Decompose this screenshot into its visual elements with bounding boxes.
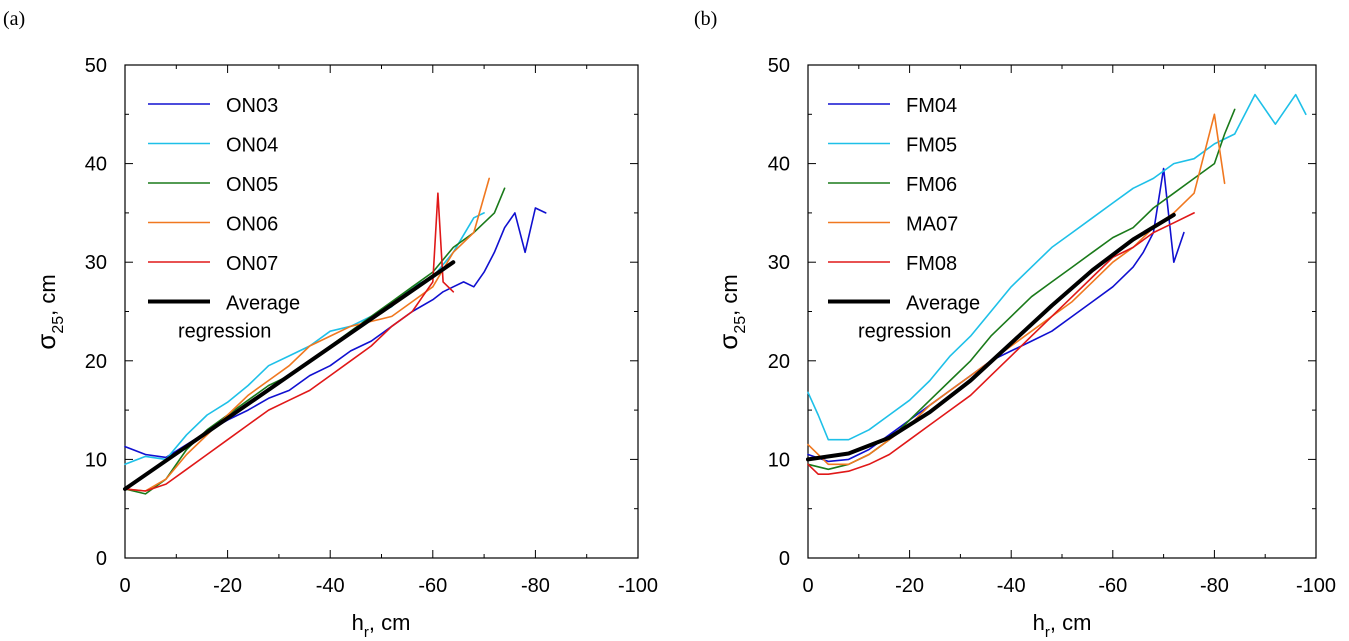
x-tick-label: -60 xyxy=(1098,575,1127,597)
y-tick-label: 30 xyxy=(85,252,107,274)
legend-label-ma07: MA07 xyxy=(906,214,958,236)
panel-a-ticks: 0 -20 -40 -60 -80 -100 0 10 20 30 40 50 xyxy=(85,55,658,597)
legend-label-on06: ON06 xyxy=(226,214,278,236)
x-tick-label: 0 xyxy=(802,575,813,597)
legend-label-average-regression-line2: regression xyxy=(178,321,271,343)
x-tick-label: 0 xyxy=(119,575,130,597)
panel-a-label: (a) xyxy=(3,8,25,30)
series-line-fm08 xyxy=(807,212,1195,476)
x-tick-label: -40 xyxy=(316,575,345,597)
y-tick-label: 40 xyxy=(85,154,107,176)
panel-b-legend: FM04 FM05 FM06 MA07 FM08 Average regression xyxy=(828,95,980,343)
legend-label-fm08: FM08 xyxy=(906,253,957,275)
legend-label-average-regression: Average xyxy=(906,293,980,315)
series-line-fm05 xyxy=(807,93,1307,441)
legend-label-average-regression-line2: regression xyxy=(858,321,951,343)
legend-label-on03: ON03 xyxy=(226,95,278,117)
y-tick-label: 50 xyxy=(768,55,790,77)
panel-a-y-axis-label: σ25, cm xyxy=(31,274,67,349)
legend-label-fm06: FM06 xyxy=(906,174,957,196)
legend-label-fm05: FM05 xyxy=(906,135,957,157)
x-tick-label: -40 xyxy=(997,575,1026,597)
y-tick-label: 20 xyxy=(768,351,790,373)
panel-a-x-axis-label: hr, cm xyxy=(352,610,411,641)
x-tick-label: -100 xyxy=(1296,575,1336,597)
legend-label-on05: ON05 xyxy=(226,174,278,196)
legend-label-on07: ON07 xyxy=(226,253,278,275)
series-line-ma07 xyxy=(807,113,1226,466)
legend-label-on04: ON04 xyxy=(226,135,278,157)
series-line-average-regression xyxy=(123,260,456,491)
y-tick-label: 50 xyxy=(85,55,107,77)
y-tick-label: 30 xyxy=(768,252,790,274)
series-line-fm04 xyxy=(807,167,1185,463)
panel-b-ticks: 0 -20 -40 -60 -80 -100 0 10 20 30 40 50 xyxy=(768,55,1336,597)
y-tick-label: 20 xyxy=(85,351,107,373)
x-tick-label: -20 xyxy=(213,575,242,597)
panel-b-plot-frame xyxy=(807,64,1317,559)
y-tick-label: 10 xyxy=(85,449,107,471)
series-line-average-regression xyxy=(806,212,1176,462)
y-tick-label: 40 xyxy=(768,154,790,176)
x-tick-label: -100 xyxy=(618,575,658,597)
panel-b-y-axis-label: σ25, cm xyxy=(713,274,749,349)
x-tick-label: -20 xyxy=(895,575,924,597)
panel-b-x-axis-label: hr, cm xyxy=(1033,610,1092,641)
series-line-fm06 xyxy=(807,108,1236,471)
legend-label-fm04: FM04 xyxy=(906,95,957,117)
y-tick-label: 0 xyxy=(779,548,790,570)
panel-b-series-group xyxy=(806,93,1307,476)
legend-label-average-regression: Average xyxy=(226,293,300,315)
y-tick-label: 10 xyxy=(768,449,790,471)
x-tick-label: -60 xyxy=(418,575,447,597)
series-line-on07 xyxy=(124,192,455,492)
panel-a-legend: ON03 ON04 ON05 ON06 ON07 Average regression xyxy=(148,95,300,343)
y-tick-label: 0 xyxy=(96,548,107,570)
panel-a-series-group xyxy=(123,177,547,495)
x-tick-label: -80 xyxy=(521,575,550,597)
series-line-on06 xyxy=(124,177,491,492)
panel-b-label: (b) xyxy=(694,8,717,30)
x-tick-label: -80 xyxy=(1200,575,1229,597)
